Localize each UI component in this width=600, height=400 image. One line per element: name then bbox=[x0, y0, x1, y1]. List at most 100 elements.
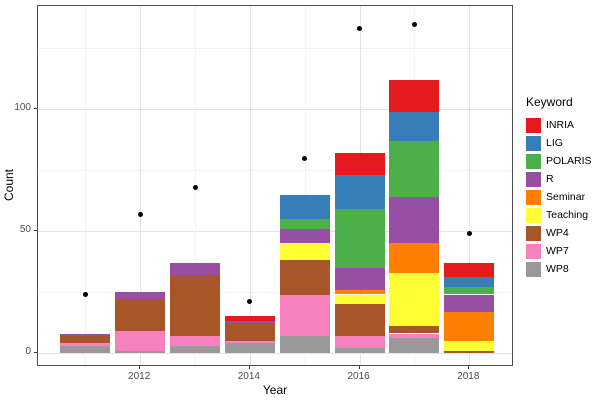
y-tick-mark bbox=[34, 108, 37, 110]
legend-swatch-wp8 bbox=[526, 261, 541, 277]
bar-segment-wp8 bbox=[170, 345, 220, 353]
bar-segment-inria bbox=[389, 80, 440, 112]
bar-segment-polaris bbox=[334, 209, 385, 268]
bar-segment-r bbox=[279, 228, 330, 244]
y-axis-title: Count bbox=[2, 168, 16, 202]
gridline-y-minor bbox=[38, 292, 512, 294]
point-dot bbox=[82, 292, 88, 297]
legend-swatch-lig bbox=[526, 135, 541, 151]
point-dot bbox=[247, 299, 253, 305]
legend-label: R bbox=[546, 173, 554, 185]
bar-segment-inria bbox=[444, 262, 495, 278]
bar-segment-wp4 bbox=[115, 299, 166, 332]
legend-label: LIG bbox=[546, 137, 563, 149]
bar-segment-wp7 bbox=[224, 340, 275, 344]
gridline-y-minor bbox=[38, 48, 512, 50]
gridline-x-minor bbox=[304, 6, 306, 365]
legend-swatch-seminar bbox=[526, 189, 541, 205]
gridline-x-minor bbox=[85, 6, 87, 365]
legend-item-r: R bbox=[526, 170, 600, 188]
legend-items: INRIA LIG POLARIS R Seminar Teaching WP4 WP7 WP8 bbox=[526, 116, 600, 278]
bar-segment-r bbox=[224, 321, 275, 324]
legend-label: POLARIS bbox=[546, 155, 592, 167]
x-tick-label: 2016 bbox=[347, 371, 370, 382]
bar-segment-wp7 bbox=[389, 333, 440, 339]
bar-segment-wp7 bbox=[115, 331, 166, 351]
bar-segment-inria bbox=[224, 316, 275, 322]
plot-area bbox=[38, 6, 512, 365]
legend-item-lig: LIG bbox=[526, 134, 600, 152]
x-tick-mark bbox=[139, 366, 141, 369]
bar-segment-wp8 bbox=[389, 338, 440, 353]
x-tick-mark bbox=[358, 366, 360, 369]
bar-segment-wp7 bbox=[334, 335, 385, 349]
legend-label: WP4 bbox=[546, 227, 569, 239]
y-tick-mark bbox=[34, 230, 37, 232]
bar-segment-r bbox=[389, 197, 440, 244]
bar-segment-wp4 bbox=[60, 335, 111, 344]
bar-segment-wp8 bbox=[279, 335, 330, 353]
gridline-x-major bbox=[469, 6, 471, 365]
bar-segment-r bbox=[170, 262, 220, 275]
legend-swatch-r bbox=[526, 171, 541, 187]
point-dot bbox=[302, 155, 308, 161]
gridline-x-major bbox=[249, 6, 251, 365]
bar-segment-wp4 bbox=[334, 304, 385, 336]
bar-segment-inria bbox=[334, 153, 385, 176]
legend: Keyword INRIA LIG POLARIS R Seminar Teaching W… bbox=[526, 95, 600, 278]
bar-segment-teaching bbox=[279, 243, 330, 261]
legend-item-teaching: Teaching bbox=[526, 206, 600, 224]
bar-segment-teaching bbox=[334, 294, 385, 305]
legend-swatch-wp4 bbox=[526, 225, 541, 241]
bar-segment-lig bbox=[279, 194, 330, 219]
x-tick-mark bbox=[248, 366, 250, 369]
bar-segment-teaching bbox=[444, 340, 495, 351]
bar-segment-wp4 bbox=[224, 323, 275, 341]
legend-title: Keyword bbox=[526, 95, 573, 109]
gridline-y-minor bbox=[38, 170, 512, 172]
point-dot bbox=[466, 231, 472, 237]
gridline-x-major bbox=[140, 6, 142, 365]
bar-segment-wp4 bbox=[279, 260, 330, 295]
point-dot bbox=[357, 26, 363, 32]
legend-item-polaris: POLARIS bbox=[526, 152, 600, 170]
bar-segment-wp7 bbox=[279, 294, 330, 336]
gridline-y-major bbox=[38, 231, 512, 233]
bar-segment-polaris bbox=[279, 218, 330, 229]
y-tick-label: 100 bbox=[14, 102, 31, 114]
legend-label: Teaching bbox=[546, 209, 589, 221]
x-axis-title: Year bbox=[262, 383, 288, 397]
bar-segment-wp8 bbox=[224, 343, 275, 353]
legend-swatch-wp7 bbox=[526, 243, 541, 259]
point-dot bbox=[137, 211, 143, 217]
bar-segment-wp8 bbox=[115, 350, 166, 353]
bar-segment-r bbox=[60, 333, 111, 336]
bar-segment-seminar bbox=[334, 289, 385, 295]
x-tick-mark bbox=[468, 366, 470, 369]
legend-item-wp7: WP7 bbox=[526, 242, 600, 260]
legend-label: WP8 bbox=[546, 263, 569, 275]
bar-segment-polaris bbox=[444, 287, 495, 295]
y-tick-label: 50 bbox=[19, 224, 31, 236]
point-dot bbox=[192, 184, 198, 190]
legend-label: INRIA bbox=[546, 119, 575, 131]
y-tick-label: 0 bbox=[25, 346, 31, 357]
bar-segment-wp7 bbox=[60, 343, 111, 346]
bar-segment-polaris bbox=[389, 140, 440, 198]
plot-panel bbox=[37, 5, 513, 366]
gridline-y-major bbox=[38, 109, 512, 111]
bar-segment-lig bbox=[444, 277, 495, 288]
point-dot bbox=[411, 21, 417, 27]
legend-swatch-polaris bbox=[526, 153, 541, 169]
bar-segment-wp4 bbox=[170, 275, 220, 336]
y-tick-mark bbox=[34, 352, 37, 353]
x-tick-label: 2012 bbox=[128, 371, 151, 382]
bar-segment-lig bbox=[389, 111, 440, 141]
legend-swatch-teaching bbox=[526, 207, 541, 223]
bar-segment-r bbox=[444, 294, 495, 312]
legend-item-seminar: Seminar bbox=[526, 188, 600, 206]
bar-segment-r bbox=[334, 267, 385, 290]
bar-segment-r bbox=[115, 292, 166, 300]
gridline-y-major bbox=[38, 353, 512, 354]
bar-segment-wp8 bbox=[60, 345, 111, 353]
